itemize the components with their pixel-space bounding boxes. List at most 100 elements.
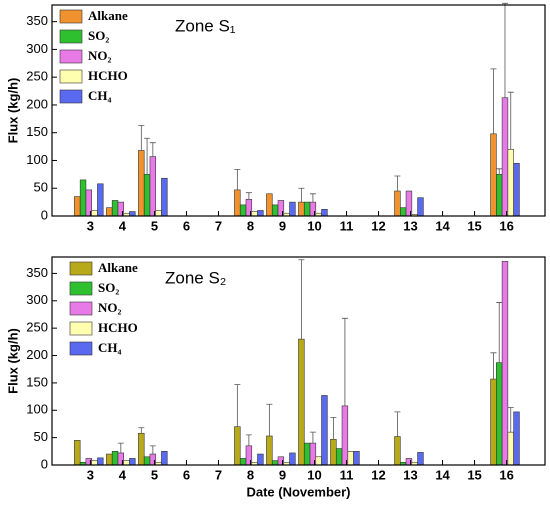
- legend-label: Alkane: [98, 260, 138, 275]
- x-tick-label: 9: [279, 218, 286, 233]
- bar: [111, 200, 119, 217]
- error-bar: [234, 168, 241, 190]
- legend-swatch: [69, 301, 93, 316]
- error-bar: [496, 302, 503, 363]
- x-tick-label: 7: [215, 467, 222, 482]
- error-bar: [245, 192, 252, 200]
- y-tick-label: 150: [26, 124, 48, 139]
- x-tick-label: 4: [119, 218, 127, 233]
- panel-title: Zone S₁: [175, 16, 236, 35]
- legend-swatch: [59, 9, 83, 24]
- x-tick-label: 15: [467, 218, 481, 233]
- bar: [155, 210, 162, 217]
- legend-swatch: [59, 29, 83, 44]
- bar: [321, 395, 328, 466]
- error-bar: [309, 193, 316, 203]
- legend-swatch: [69, 281, 93, 296]
- x-tick-label: 12: [371, 467, 385, 482]
- bar: [330, 438, 337, 466]
- error-bar: [138, 125, 145, 151]
- y-axis-label: Flux (kg/h): [5, 78, 20, 144]
- legend-label: CH₄: [88, 88, 112, 103]
- y-tick-label: 200: [26, 96, 48, 111]
- bar: [143, 174, 151, 217]
- bar: [507, 149, 514, 217]
- y-axis-label: Flux (kg/h): [5, 328, 20, 394]
- y-tick-label: 150: [26, 374, 48, 389]
- legend-swatch: [59, 49, 83, 64]
- bar: [161, 177, 168, 217]
- bar: [490, 378, 497, 466]
- legend-swatch: [59, 69, 83, 84]
- bar: [289, 452, 296, 466]
- x-tick-label: 3: [87, 467, 94, 482]
- bar: [257, 210, 264, 217]
- bar: [138, 432, 145, 466]
- y-tick-label: 250: [26, 69, 48, 84]
- x-tick-label: 9: [279, 467, 286, 482]
- bar: [111, 451, 119, 466]
- error-bar: [496, 168, 503, 175]
- x-tick-label: 11: [340, 218, 354, 233]
- x-tick-label: 16: [499, 218, 513, 233]
- bar: [303, 201, 311, 217]
- bar: [234, 426, 241, 466]
- legend-swatch: [69, 341, 93, 356]
- error-bar: [266, 403, 273, 436]
- error-bar: [117, 442, 124, 453]
- panel-title: Zone S₂: [165, 268, 226, 287]
- bar: [266, 435, 273, 466]
- bar: [298, 201, 305, 217]
- bar: [394, 436, 401, 466]
- error-bar: [138, 427, 145, 434]
- bar: [251, 211, 258, 217]
- error-bar: [341, 317, 348, 406]
- bar: [271, 204, 279, 217]
- legend-swatch: [59, 89, 83, 104]
- x-tick-label: 11: [340, 467, 354, 482]
- bar: [161, 451, 168, 466]
- x-tick-label: 8: [247, 218, 254, 233]
- x-tick-label: 3: [87, 218, 94, 233]
- bar: [91, 210, 98, 217]
- x-tick-label: 10: [307, 467, 321, 482]
- bar: [97, 457, 104, 466]
- x-tick-label: 15: [467, 467, 481, 482]
- bar: [106, 453, 113, 466]
- y-tick-label: 50: [34, 429, 48, 444]
- y-tick-label: 350: [26, 265, 48, 280]
- x-tick-label: 13: [403, 467, 417, 482]
- plot-frame: [51, 4, 546, 217]
- bar: [400, 207, 407, 217]
- bar: [335, 448, 343, 466]
- legend-label: NO₂: [88, 48, 112, 63]
- bar: [289, 201, 296, 217]
- bar: [501, 261, 509, 466]
- bar: [266, 193, 273, 217]
- bar: [129, 458, 136, 466]
- error-bar: [330, 416, 337, 440]
- bar: [129, 211, 136, 217]
- bar: [271, 460, 279, 466]
- error-bar: [507, 407, 514, 433]
- error-bar: [394, 411, 401, 437]
- bar: [513, 162, 520, 217]
- legend-label: HCHO: [88, 68, 128, 83]
- bar: [513, 411, 520, 466]
- x-tick-label: 16: [499, 467, 513, 482]
- bar: [321, 209, 328, 217]
- error-bar: [144, 137, 151, 175]
- y-tick-label: 100: [26, 152, 48, 167]
- bar: [239, 458, 247, 466]
- x-tick-label: 8: [247, 467, 254, 482]
- error-bar: [149, 142, 156, 157]
- legend-label: NO₂: [98, 300, 122, 315]
- bar: [341, 405, 349, 466]
- bar: [417, 197, 424, 217]
- bar: [74, 196, 81, 217]
- error-bar: [149, 445, 156, 455]
- bar: [91, 460, 98, 466]
- bar: [501, 97, 509, 217]
- y-tick-label: 250: [26, 320, 48, 335]
- bar: [257, 453, 264, 466]
